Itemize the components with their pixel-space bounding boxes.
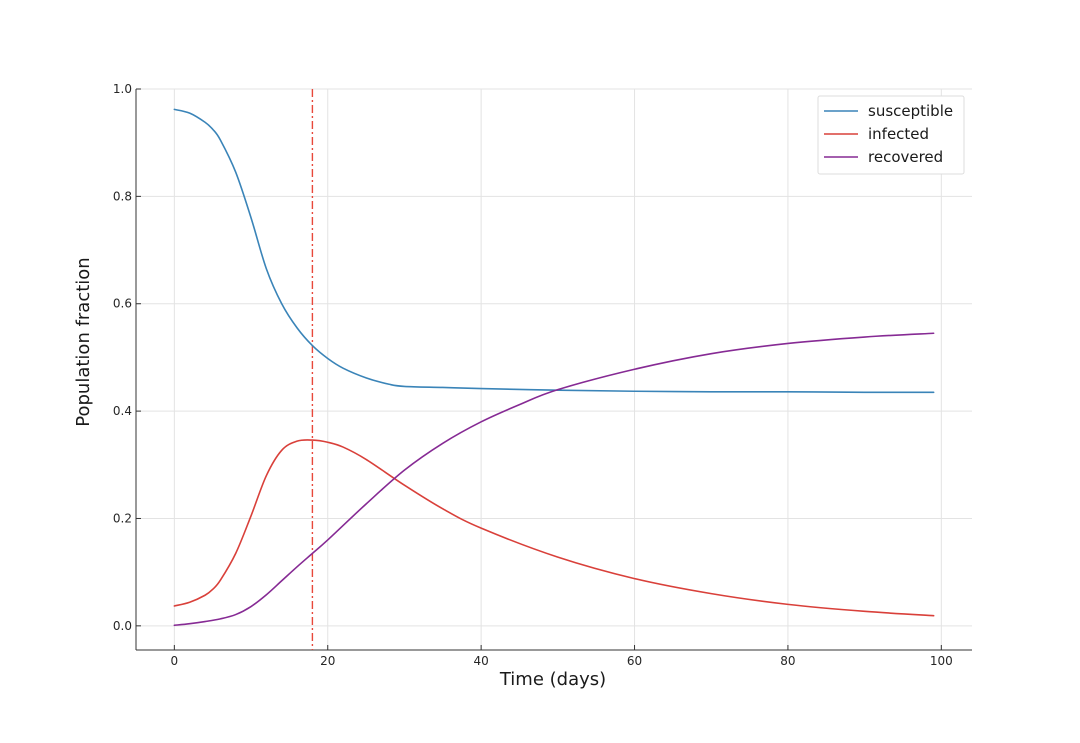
grid-lines: [136, 88, 972, 650]
x-tick-label: 60: [627, 654, 642, 668]
y-tick-label: 0.0: [113, 619, 132, 633]
x-axis-label: Time (days): [499, 669, 606, 690]
x-tick-label: 20: [320, 654, 335, 668]
series-line-susceptible: [173, 108, 935, 394]
axes: [135, 89, 972, 651]
y-axis-label: Population fraction: [73, 257, 94, 426]
axis-ticks: 0 20 40 60 80 100 0.0 0.2 0.4 0.6 0.8 1.0: [113, 82, 953, 668]
legend-box: [817, 95, 965, 175]
x-tick-label: 0: [171, 654, 179, 668]
x-tick-label: 40: [473, 654, 488, 668]
x-tick-label: 100: [930, 654, 953, 668]
series-lines: [173, 108, 935, 627]
x-tick-label: 80: [780, 654, 795, 668]
y-tick-label: 1.0: [113, 82, 132, 96]
legend: susceptible infected recovered: [817, 95, 965, 175]
legend-label-infected: infected: [868, 125, 929, 143]
legend-label-recovered: recovered: [868, 148, 943, 166]
series-line-recovered: [173, 332, 935, 627]
y-tick-label: 0.4: [113, 404, 132, 418]
legend-label-susceptible: susceptible: [868, 102, 953, 120]
y-tick-label: 0.6: [113, 297, 132, 311]
y-tick-label: 0.2: [113, 511, 132, 525]
series-line-infected: [173, 439, 935, 617]
y-tick-label: 0.8: [113, 189, 132, 203]
